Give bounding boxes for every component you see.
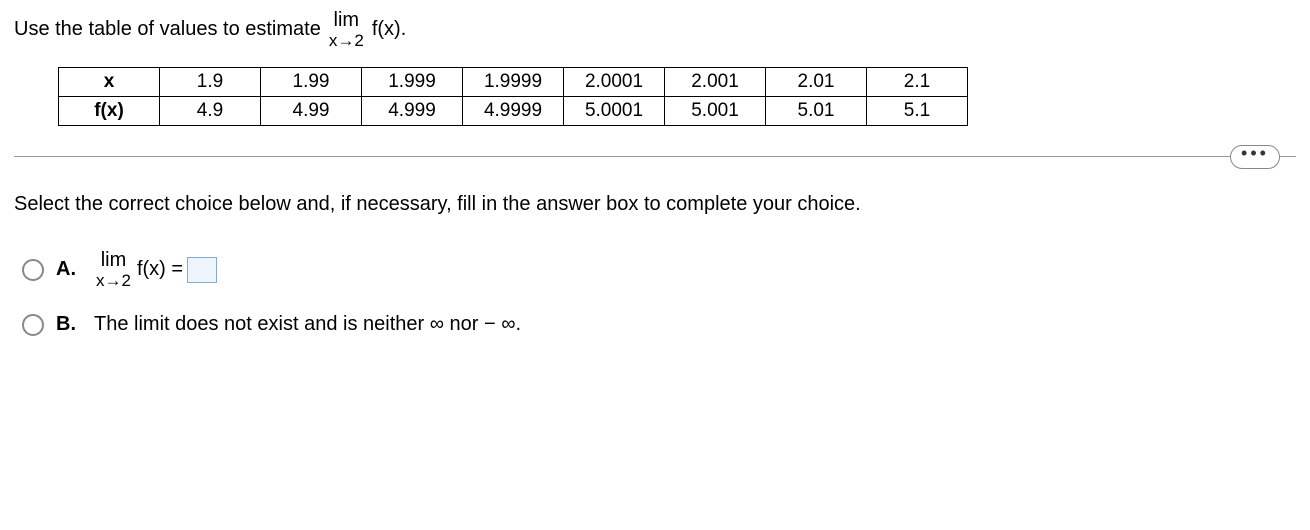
limit-bottom: x→2: [329, 32, 364, 49]
table-cell: 2.0001: [564, 68, 665, 97]
table-cell: 2.1: [867, 68, 968, 97]
choice-a-lim-bot: x→2: [96, 272, 131, 289]
more-options-button[interactable]: •••: [1230, 145, 1280, 169]
question-suffix: f(x).: [372, 18, 406, 41]
radio-b[interactable]: [22, 314, 44, 336]
table-cell: 4.9999: [463, 97, 564, 126]
table-cell: 4.999: [362, 97, 463, 126]
table-cell: 5.001: [665, 97, 766, 126]
table-cell: 1.9999: [463, 68, 564, 97]
values-table: x 1.9 1.99 1.999 1.9999 2.0001 2.001 2.0…: [58, 67, 968, 126]
radio-a[interactable]: [22, 259, 44, 281]
limit-notation: lim x→2: [329, 10, 364, 49]
choice-b[interactable]: B. The limit does not exist and is neith…: [22, 313, 1296, 336]
table-cell: 1.999: [362, 68, 463, 97]
table-cell: 5.0001: [564, 97, 665, 126]
choice-a-content: lim x→2 f(x) =: [94, 250, 217, 289]
table-cell: 1.99: [261, 68, 362, 97]
choice-a[interactable]: A. lim x→2 f(x) =: [22, 250, 1296, 289]
choice-a-lim-top: lim: [101, 250, 127, 270]
answer-input[interactable]: [187, 257, 217, 283]
choice-a-expr: f(x) =: [137, 258, 183, 281]
table-cell: 4.99: [261, 97, 362, 126]
choice-b-text: The limit does not exist and is neither …: [94, 313, 521, 336]
table-row-fx: f(x) 4.9 4.99 4.999 4.9999 5.0001 5.001 …: [59, 97, 968, 126]
table-cell: 1.9: [160, 68, 261, 97]
table-row-x: x 1.9 1.99 1.999 1.9999 2.0001 2.001 2.0…: [59, 68, 968, 97]
limit-top: lim: [334, 10, 360, 30]
table-cell: 2.01: [766, 68, 867, 97]
choice-a-label: A.: [56, 258, 76, 281]
table-cell: 5.01: [766, 97, 867, 126]
instruction-text: Select the correct choice below and, if …: [14, 193, 1296, 216]
section-divider: [14, 156, 1296, 157]
table-cell: 5.1: [867, 97, 968, 126]
choice-b-label: B.: [56, 313, 76, 336]
question-prefix: Use the table of values to estimate: [14, 18, 321, 41]
table-cell: 2.001: [665, 68, 766, 97]
table-cell: 4.9: [160, 97, 261, 126]
question-line: Use the table of values to estimate lim …: [14, 10, 1296, 49]
row-header-fx: f(x): [59, 97, 160, 126]
row-header-x: x: [59, 68, 160, 97]
choice-a-limit: lim x→2: [96, 250, 131, 289]
